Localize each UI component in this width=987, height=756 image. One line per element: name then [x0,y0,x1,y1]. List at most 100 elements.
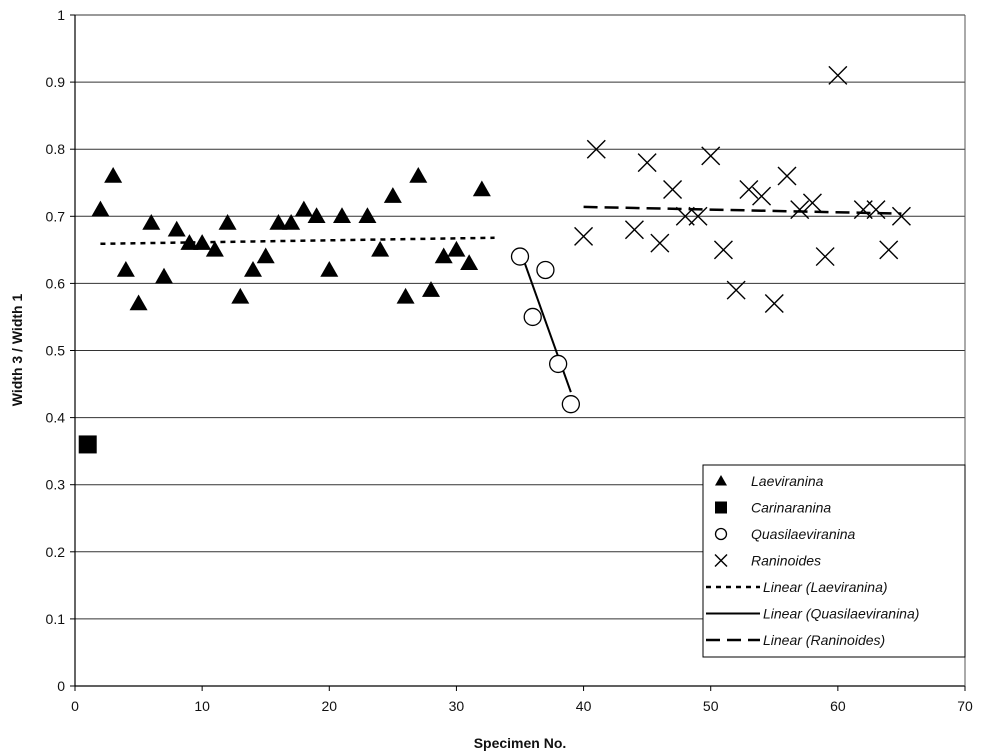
legend-label: Quasilaeviranina [751,526,855,542]
x-marker-stroke [637,153,657,173]
data-point-laeviranina [155,267,173,284]
data-point-raninoides [866,200,886,220]
x-marker-stroke [726,280,746,300]
x-axis-title: Specimen No. [474,735,567,751]
x-marker-stroke [891,206,911,226]
data-point-raninoides [802,193,822,213]
legend-symbol-x [714,554,728,567]
data-point-raninoides [815,247,835,267]
legend-label: Carinaranina [751,500,831,516]
data-point-laeviranina [180,234,199,250]
data-point-laeviranina [205,240,224,257]
data-point-laeviranina [320,260,339,277]
data-point-laeviranina [142,214,161,230]
data-point-laeviranina [91,200,110,217]
x-tick-label: 30 [449,698,465,714]
y-tick-label: 0.1 [46,611,66,627]
x-marker-stroke [701,146,721,166]
data-point-laeviranina [294,200,313,217]
data-point-raninoides [777,166,797,186]
data-point-laeviranina [104,167,123,183]
legend-label: Laeviranina [751,473,824,489]
data-point-quasilaeviranina [548,354,568,374]
data-point-raninoides [752,186,772,206]
data-point-carinaranina [78,435,97,454]
data-point-laeviranina [193,234,212,250]
data-point-laeviranina [383,187,402,203]
axes-layer: 00.10.20.30.40.50.60.70.80.910 10 20 30 40 50… [46,7,973,714]
x-marker-stroke [624,220,644,240]
y-tick-label: 0.2 [46,544,66,560]
grid-layer [75,14,965,620]
data-point-laeviranina [422,281,440,297]
x-marker-stroke [790,200,810,220]
x-tick-label: 40 [576,698,592,714]
x-tick-label: 20 [321,698,337,714]
data-point-raninoides [701,146,721,166]
data-point-laeviranina [282,214,301,230]
y-tick-label: 0.7 [46,208,66,224]
data-point-laeviranina [472,180,491,197]
data-point-laeviranina [116,260,135,277]
data-point-quasilaeviranina [510,247,530,266]
data-point-quasilaeviranina [523,307,542,327]
y-axis-title: Width 3 / Width 1 [9,294,25,407]
x-marker-stroke [574,226,594,246]
x-marker-stroke [688,206,708,226]
x-tick-label: 60 [830,698,846,714]
data-point-raninoides [688,206,708,226]
data-point-raninoides [624,220,644,240]
data-point-laeviranina [434,247,453,264]
data-point-raninoides [574,226,594,246]
trendline [583,205,902,215]
legend-symbol-circle [714,527,728,541]
y-tick-label: 0.5 [46,343,66,359]
data-point-laeviranina [396,287,415,304]
data-point-quasilaeviranina [536,260,555,280]
legend-label: Linear (Quasilaeviranina) [763,606,919,622]
x-marker-stroke [586,139,606,159]
data-point-laeviranina [244,260,262,277]
legend-label: Linear (Raninoides) [763,632,885,648]
x-marker-stroke [777,166,797,186]
y-tick-label: 0.6 [46,275,66,291]
data-point-raninoides [891,206,911,226]
data-point-raninoides [637,153,657,173]
data-point-laeviranina [269,214,288,230]
x-marker-stroke [713,240,733,260]
data-point-laeviranina [218,214,237,230]
y-tick-label: 0.9 [46,74,66,90]
x-tick-label: 10 [194,698,210,714]
x-marker-stroke [739,179,759,199]
data-point-laeviranina [447,240,466,257]
x-marker-stroke [650,233,670,253]
legend-box [702,464,966,658]
data-point-quasilaeviranina [561,395,581,414]
data-point-raninoides [879,240,899,260]
data-point-raninoides [586,139,606,159]
trendline [100,236,495,246]
data-point-raninoides [764,294,784,314]
data-point-raninoides [663,179,683,199]
y-tick-label: 0.4 [46,410,66,426]
data-point-raninoides [790,200,810,220]
x-tick-label: 50 [703,698,719,714]
data-point-laeviranina [358,207,377,224]
points-layer [78,65,911,454]
y-tick-label: 0.3 [46,477,66,493]
data-point-raninoides [739,179,759,199]
x-marker-stroke [764,294,784,314]
x-marker-stroke [714,554,728,567]
data-point-laeviranina [167,220,186,237]
x-marker-stroke [866,200,886,220]
x-marker-stroke [879,240,899,260]
x-marker-stroke [815,247,835,267]
legend: Laeviranina Carinaranina Quasilaeviranina R… [702,464,966,658]
data-point-laeviranina [129,294,148,311]
data-point-raninoides [828,65,848,85]
data-point-laeviranina [333,207,351,224]
legend-symbol-square [715,501,727,514]
x-tick-label: 0 [71,698,79,714]
y-tick-label: 0.8 [46,141,66,157]
